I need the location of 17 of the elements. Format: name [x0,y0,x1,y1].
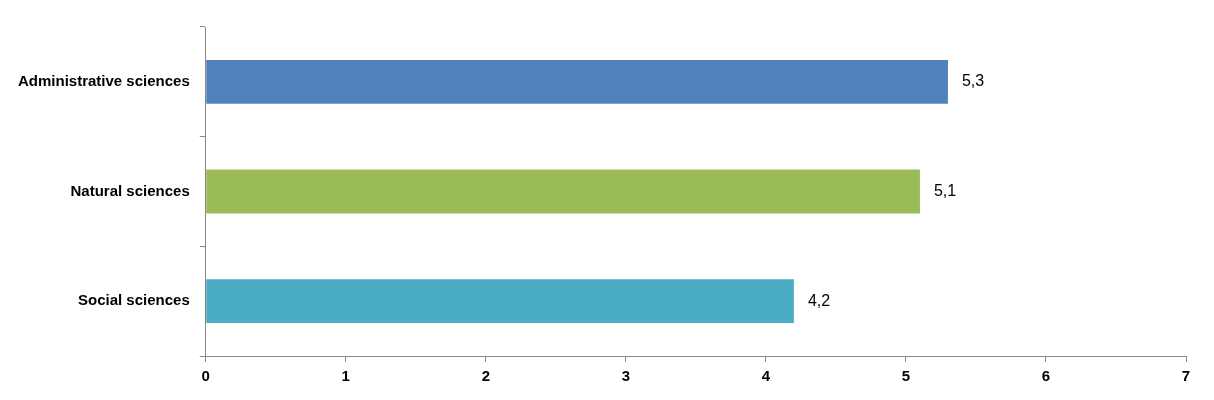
y-tick-label: Social sciences [78,291,190,309]
x-tick-label: 5 [901,367,911,385]
y-tick-label: Natural sciences [70,181,190,199]
x-tick-label: 7 [1181,367,1191,385]
x-tick-label: 2 [481,367,490,385]
data-label: 5,1 [933,181,957,199]
bar [206,59,948,104]
x-tick-label: 6 [1041,367,1051,385]
data-label: 5,3 [961,72,985,90]
x-tick-label: 0 [201,367,210,385]
bar [206,169,920,214]
x-tick-label: 1 [341,367,350,385]
x-tick-label: 3 [621,367,631,385]
data-label: 4,2 [807,291,831,309]
bar [206,279,794,324]
y-tick-label: Administrative sciences [18,71,190,89]
x-tick-label: 4 [761,367,771,385]
